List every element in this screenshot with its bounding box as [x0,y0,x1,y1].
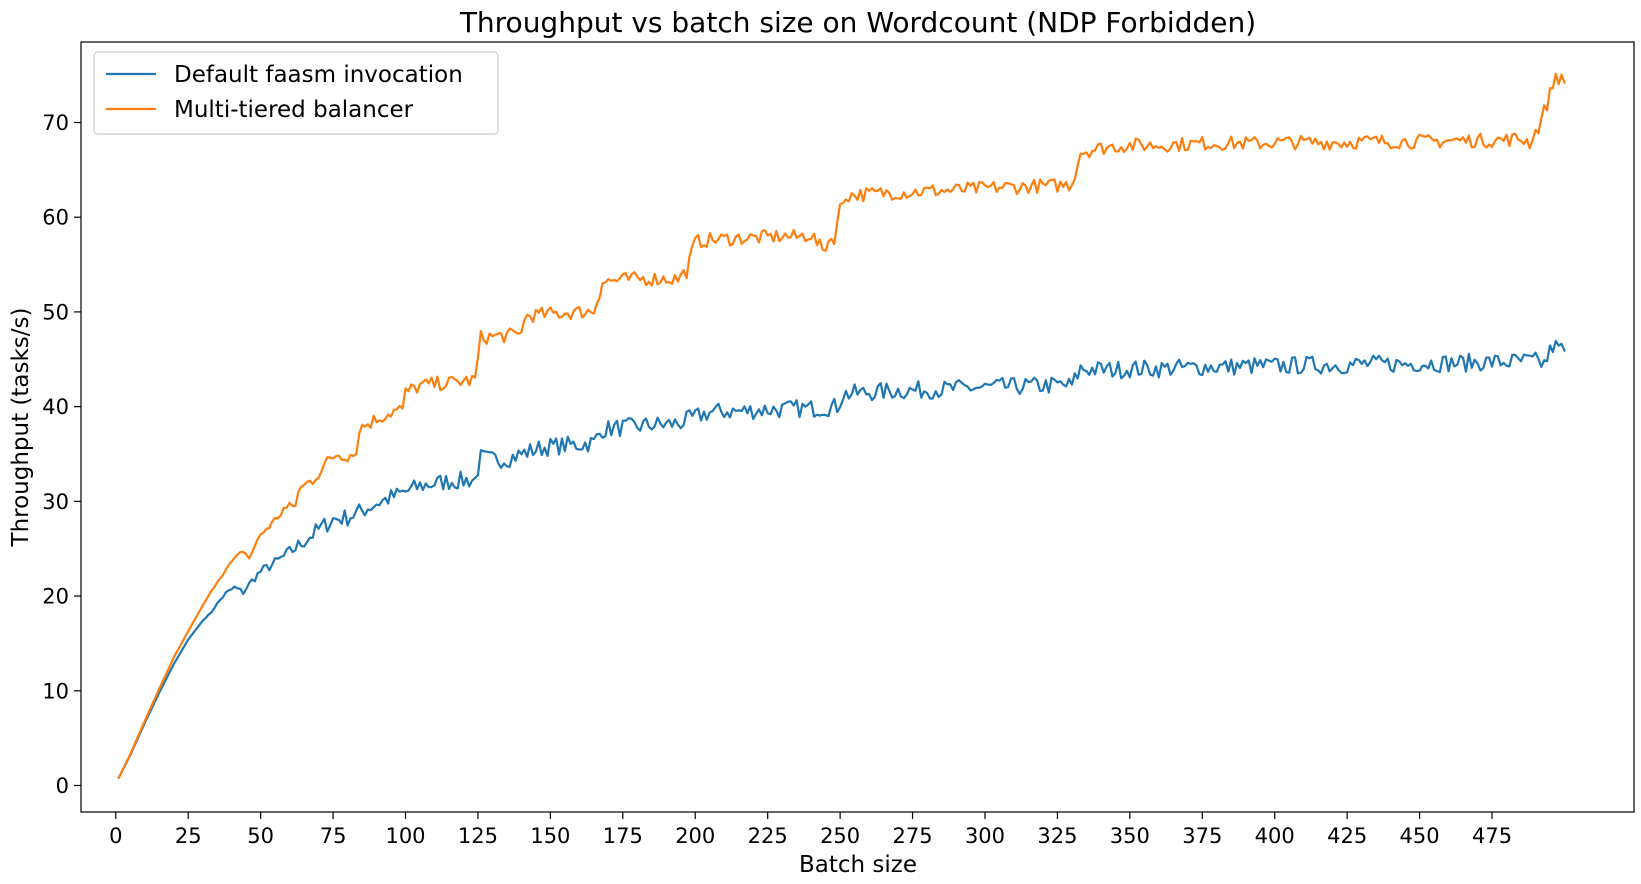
x-tick-label: 50 [247,824,274,848]
x-tick-label: 150 [530,824,570,848]
plot-frame [80,41,1635,813]
x-tick-label: 0 [109,824,122,848]
y-tick-label: 0 [56,774,69,798]
series-line-default-faasm [117,339,1566,779]
y-tick-label: 10 [42,679,69,703]
x-tick-label: 100 [385,824,425,848]
y-tick-label: 40 [42,395,69,419]
x-tick-label: 475 [1472,824,1512,848]
y-tick-label: 50 [42,300,69,324]
plot-lines [117,72,1566,779]
x-tick-label: 350 [1110,824,1150,848]
chart-title: Throughput vs batch size on Wordcount (N… [459,6,1256,39]
x-tick-label: 125 [458,824,498,848]
x-tick-label: 225 [748,824,788,848]
x-tick-label: 300 [965,824,1005,848]
legend-label-default-faasm: Default faasm invocation [174,62,463,88]
x-tick-label: 175 [603,824,643,848]
legend-box [93,51,499,135]
x-tick-label: 400 [1255,824,1295,848]
series-line-multi-tiered [117,72,1566,779]
x-tick-label: 325 [1037,824,1077,848]
x-tick-label: 25 [175,824,202,848]
x-axis-label: Batch size [799,852,917,878]
x-tick-label: 375 [1182,824,1222,848]
x-tick-label: 275 [893,824,933,848]
legend-label-multi-tiered: Multi-tiered balancer [174,97,414,123]
x-tick-label: 200 [675,824,715,848]
legend: Default faasm invocation Multi-tiered ba… [93,51,499,135]
x-tick-label: 425 [1327,824,1367,848]
y-axis: 0 10 20 30 40 50 60 70 [42,111,81,798]
y-tick-label: 20 [42,585,69,609]
y-tick-label: 30 [42,490,69,514]
x-tick-label: 75 [320,824,347,848]
x-tick-label: 250 [820,824,860,848]
y-tick-label: 60 [42,206,69,230]
y-axis-label: Throughput (tasks/s) [8,308,34,548]
x-axis: 0 25 50 75 100 125 150 175 200 225 250 275 300 325 350… [109,812,1512,848]
y-tick-label: 70 [42,111,69,135]
x-tick-label: 450 [1400,824,1440,848]
